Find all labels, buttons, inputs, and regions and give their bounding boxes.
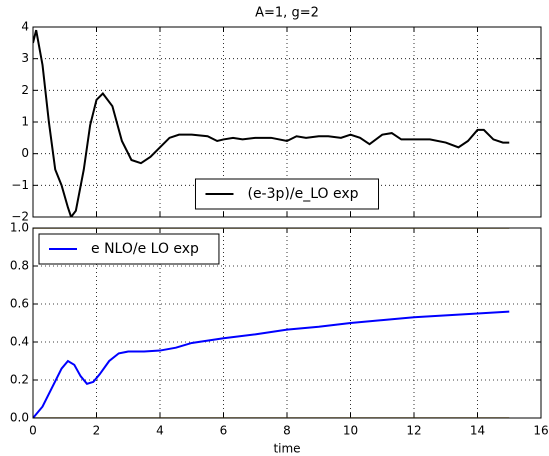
y-tick-label: 0	[21, 146, 29, 160]
x-tick-label: 8	[283, 424, 291, 438]
x-tick-label: 16	[533, 424, 548, 438]
y-tick-label: −2	[11, 210, 29, 224]
x-tick-label: 14	[470, 424, 485, 438]
x-tick-label: 2	[93, 424, 101, 438]
y-tick-label: 1.0	[10, 221, 29, 235]
plot-frame	[32, 26, 542, 218]
x-tick-label: 4	[156, 424, 164, 438]
legend: (e-3p)/e_LO exp	[194, 178, 380, 210]
y-tick-label: 2	[21, 83, 29, 97]
plot-frame	[32, 227, 542, 419]
y-tick-label: 0.8	[10, 259, 29, 273]
y-tick-label: 0.0	[10, 411, 29, 425]
series-line	[33, 29, 510, 217]
x-tick-label: 12	[406, 424, 421, 438]
legend-label: e NLO/e LO exp	[91, 241, 199, 257]
y-tick-label: −1	[11, 178, 29, 192]
y-tick-label: 4	[21, 20, 29, 34]
x-tick-label: 6	[220, 424, 228, 438]
chart-title: A=1, g=2	[255, 6, 319, 21]
x-tick-label: 0	[29, 424, 37, 438]
x-axis-label: time	[273, 442, 300, 456]
series-line	[33, 310, 510, 418]
y-tick-label: 0.2	[10, 373, 29, 387]
legend: e NLO/e LO exp	[38, 233, 220, 265]
y-tick-label: 0.4	[10, 335, 29, 349]
legend-label: (e-3p)/e_LO exp	[247, 186, 358, 202]
y-tick-label: 1	[21, 115, 29, 129]
x-tick-label: 10	[343, 424, 358, 438]
y-tick-label: 0.6	[10, 297, 29, 311]
y-tick-label: 3	[21, 51, 29, 65]
